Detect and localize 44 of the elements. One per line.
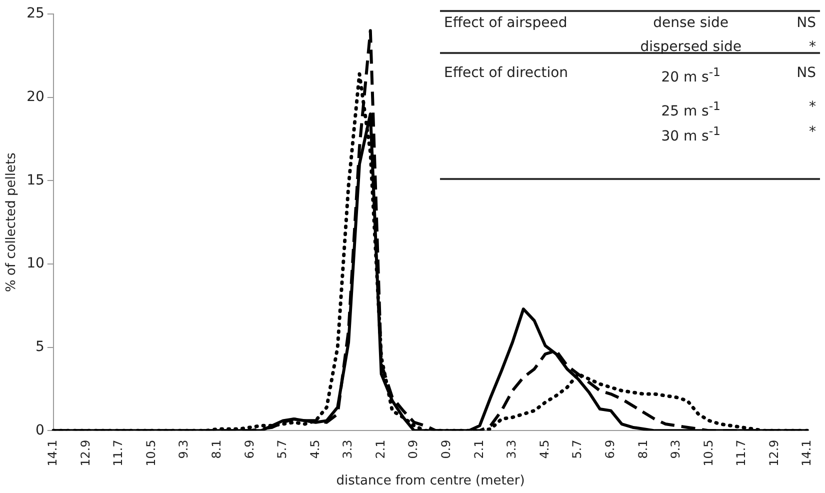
x-tick-label: 0.9 [439,440,454,459]
x-tick-label: 11.7 [111,440,126,466]
x-tick-label: 4.5 [308,440,322,459]
annotation: Effect of airspeed [443,14,568,33]
x-tick-label: 14.1 [800,440,814,466]
x-tick-label: 6.9 [242,440,256,459]
x-tick-label: 9.3 [176,440,191,459]
x-tick-label: 0.9 [406,440,420,459]
x-tick-label: 11.7 [734,440,748,466]
x-tick-label: 6.9 [602,440,617,459]
x-axis-title: distance from centre (meter) [336,474,525,489]
x-tick-label: 4.5 [537,440,552,459]
x-tick-label: 12.9 [78,440,92,466]
x-tick-label: 10.5 [144,440,158,466]
annotation: 30 m s$^{-1}$ [660,122,722,146]
x-tick-label: 14.1 [46,440,60,466]
x-tick-label: 5.7 [570,440,584,459]
annotation: dense side [652,14,730,33]
x-tick-label: 12.9 [766,440,781,466]
x-tick-label: 3.3 [504,440,519,459]
annotation: dispersed side [639,38,742,57]
y-tick-label: 0 [35,422,44,438]
x-tick-label: 8.1 [636,440,650,459]
x-tick-label: 8.1 [209,440,224,459]
text: * [808,122,817,142]
x-tick-label: 9.3 [668,440,683,459]
y-tick-label: 10 [26,256,44,272]
annotation: NS [796,64,817,83]
y-tick-label: 5 [35,338,44,355]
y-axis-title: % of collected pellets [4,152,20,292]
annotation: Effect of direction [443,64,570,83]
x-tick-label: 2.1 [373,440,388,459]
y-tick-label: 20 [26,88,44,105]
annotation: NS [796,14,817,33]
y-tick-label: 15 [26,172,44,188]
x-tick-label: 3.3 [340,440,355,459]
y-tick-label: 25 [26,6,44,22]
text: * [808,38,817,57]
annotation: 20 m s$^{-1}$ [660,64,722,88]
annotation: 25 m s$^{-1}$ [660,98,722,122]
x-tick-label: 10.5 [701,440,716,466]
x-tick-label: 5.7 [275,440,290,459]
text: * [808,98,817,117]
x-tick-label: 2.1 [472,440,486,459]
